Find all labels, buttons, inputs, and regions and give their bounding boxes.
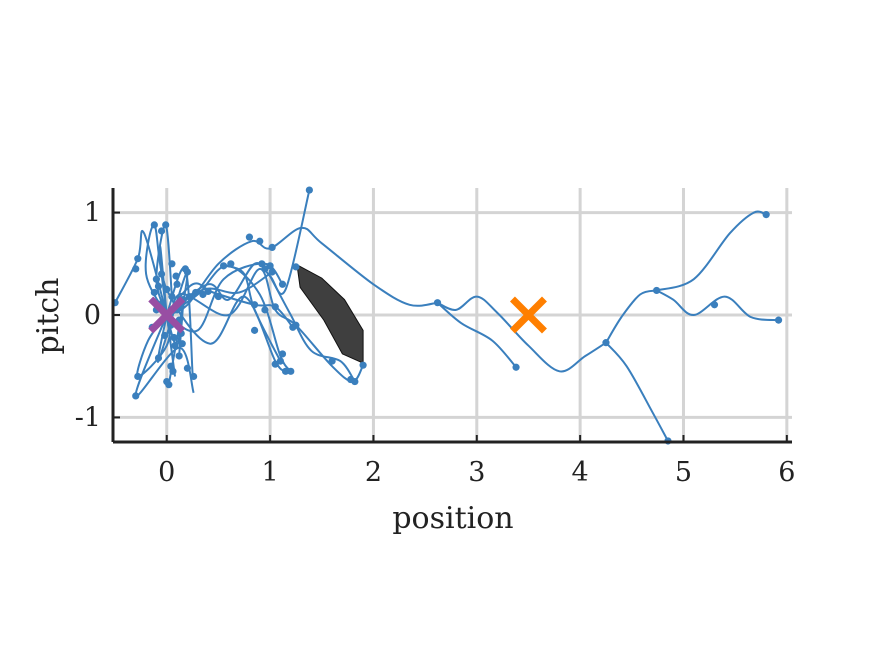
tree-node-52 (163, 377, 171, 386)
tree-node-49 (134, 372, 142, 381)
start-marker (148, 296, 186, 334)
tree-node-55 (183, 364, 192, 372)
tree-node-56 (190, 372, 198, 381)
tree-node-33 (292, 321, 300, 329)
tree-node-36 (287, 367, 295, 375)
tree-node-54 (167, 362, 175, 370)
trajectory-3 (656, 210, 767, 292)
tree-node-11 (245, 233, 254, 241)
tree-node-44 (162, 221, 170, 229)
tree-node-3 (653, 286, 661, 295)
y-tick-label-2: 1 (84, 198, 101, 229)
y-tick-label-1: 0 (84, 300, 101, 331)
y-tick-label-0: -1 (75, 402, 101, 433)
x-tick-label-4: 4 (572, 457, 589, 488)
tree-node-13 (227, 260, 235, 268)
tree-node-19 (292, 263, 300, 271)
tree-node-29 (261, 306, 269, 314)
tree-node-31 (271, 303, 279, 311)
tree-node-39 (328, 357, 336, 365)
tree-node-42 (359, 361, 367, 369)
tree-node-74 (154, 282, 163, 290)
tree-node-21 (199, 290, 207, 299)
tree-node-9 (268, 243, 276, 252)
tree-node-43 (150, 221, 158, 229)
tree-node-60 (175, 352, 183, 360)
tree-node-15 (268, 268, 276, 276)
x-tick-label-1: 1 (261, 457, 278, 488)
tree-node-37 (281, 367, 290, 375)
tree-node-47 (132, 265, 140, 273)
tree-node-8 (305, 186, 313, 194)
trajectory-6 (436, 301, 517, 368)
tree-node-41 (347, 375, 355, 384)
tree-node-14 (219, 262, 228, 270)
tree-node-65 (157, 270, 166, 278)
tree-node-1 (512, 363, 520, 371)
tree-node-5 (710, 301, 719, 309)
tree-node-27 (214, 292, 223, 301)
tree-node-0 (433, 299, 442, 307)
tree-node-6 (774, 316, 783, 324)
tree-node-10 (256, 237, 264, 245)
tree-node-77 (161, 331, 169, 340)
x-tick-label-2: 2 (365, 457, 382, 488)
tree-node-73 (150, 288, 158, 297)
markers (148, 296, 547, 334)
tree-node-23 (185, 292, 194, 301)
tree-node-45 (157, 227, 166, 235)
x-axis-title: position (392, 501, 513, 536)
tree-node-2 (602, 339, 610, 347)
tree-node-67 (163, 285, 171, 293)
tree-node-18 (278, 280, 287, 288)
tree-node-34 (278, 350, 287, 358)
tree-node-46 (134, 255, 142, 263)
tree-node-63 (173, 280, 181, 288)
goal-marker (509, 296, 547, 334)
trajectory-0 (166, 226, 438, 316)
trajectory-2 (605, 289, 657, 344)
x-tick-label-5: 5 (675, 457, 692, 488)
tree-node-64 (152, 275, 161, 283)
tree-node-26 (168, 260, 176, 268)
tick-labels: 0 1 2 3 4 5 6 -1 0 1 (75, 198, 796, 488)
tree-node-75 (172, 272, 180, 280)
trajectory-19 (155, 223, 173, 316)
tree-node-58 (178, 340, 186, 348)
tree-node-22 (192, 288, 200, 297)
tree-node-28 (250, 301, 259, 309)
trajectory-22 (226, 264, 282, 362)
trajectory-11 (134, 314, 195, 397)
x-tick-label-0: 0 (158, 457, 175, 488)
y-axis-title: pitch (31, 278, 66, 355)
tree-node-57 (154, 354, 163, 362)
tree-node-61 (171, 342, 179, 350)
tree-node-17 (261, 265, 269, 273)
trajectory-14 (158, 245, 176, 377)
trajectory-5 (605, 342, 669, 442)
trajectory-4 (656, 289, 779, 322)
tree-nodes (111, 186, 783, 445)
tree-node-38 (271, 360, 279, 368)
tree-node-4 (762, 211, 770, 219)
trajectory-21 (269, 275, 356, 383)
tree-node-78 (170, 333, 178, 342)
x-tick-label-6: 6 (778, 457, 795, 488)
tree-node-30 (250, 326, 259, 334)
axes (111, 188, 792, 444)
tree-node-50 (132, 392, 140, 400)
x-tick-label-3: 3 (468, 457, 485, 488)
tree-node-25 (183, 268, 192, 276)
tree-node-68 (168, 292, 176, 301)
